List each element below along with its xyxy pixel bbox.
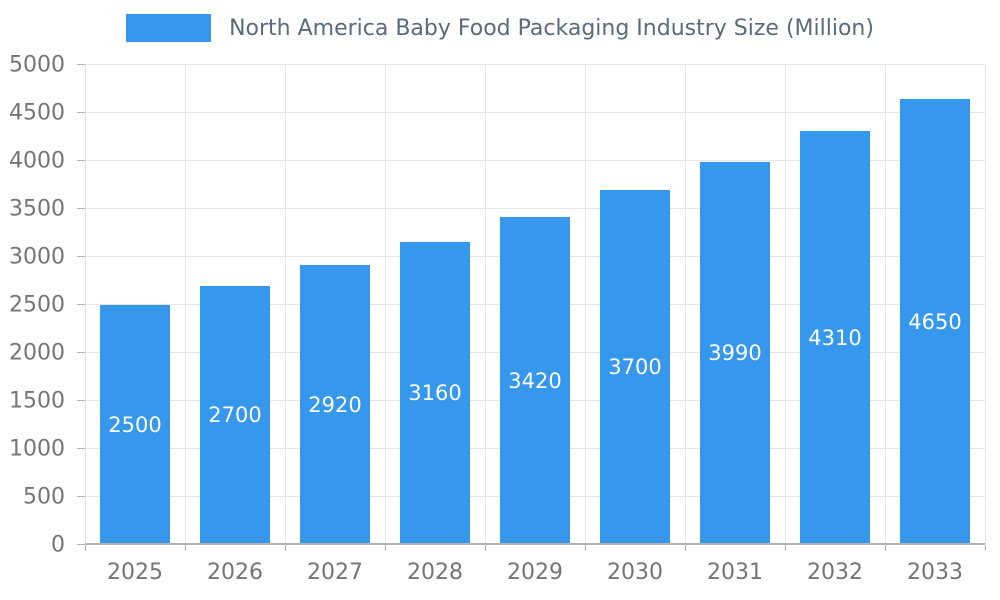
x-tick-mark bbox=[684, 545, 686, 551]
x-tick-label: 2028 bbox=[406, 560, 463, 585]
gridline bbox=[285, 65, 286, 545]
bar: 3160 bbox=[399, 241, 470, 545]
plot-area: 2500 2700 2920 3160 3420 3700 3990 4310 4650 bbox=[85, 64, 986, 545]
y-tick-label: 4500 bbox=[9, 100, 65, 126]
bar-slot: 3420 bbox=[485, 65, 585, 545]
gridline bbox=[585, 65, 586, 545]
x-tick-label: 2033 bbox=[907, 560, 963, 585]
bar-value-label: 4650 bbox=[908, 309, 962, 334]
bar-slot: 4650 bbox=[885, 65, 985, 545]
bar: 2700 bbox=[200, 285, 270, 545]
y-tick-mark bbox=[77, 400, 85, 401]
y-tick-mark bbox=[77, 304, 85, 305]
y-tick-label: 1500 bbox=[9, 388, 65, 414]
y-tick-mark bbox=[77, 544, 85, 545]
y-tick-mark bbox=[77, 256, 85, 257]
bar-value-label: 3990 bbox=[708, 341, 762, 366]
y-tick-label: 3500 bbox=[9, 196, 65, 222]
x-tick-label: 2025 bbox=[107, 560, 163, 585]
legend[interactable]: North America Baby Food Packaging Indust… bbox=[0, 14, 1000, 42]
x-tick-mark bbox=[785, 545, 786, 551]
y-tick-mark bbox=[77, 208, 85, 209]
y-tick-label: 1000 bbox=[9, 436, 65, 462]
x-tick-mark bbox=[285, 545, 286, 551]
x-tick-mark bbox=[185, 545, 186, 551]
x-tick-label: 2030 bbox=[607, 560, 663, 585]
x-axis-line bbox=[85, 543, 985, 545]
y-tick-mark bbox=[77, 496, 85, 497]
y-tick-mark bbox=[77, 352, 85, 353]
x-tick-mark bbox=[985, 545, 986, 551]
bar: 2500 bbox=[100, 305, 170, 545]
x-tick-mark bbox=[585, 545, 586, 551]
y-tick-label: 3000 bbox=[9, 244, 65, 270]
gridline bbox=[85, 64, 985, 65]
gridline bbox=[985, 65, 986, 545]
y-tick-mark bbox=[77, 160, 85, 161]
y-tick-label: 5000 bbox=[9, 52, 65, 78]
gridline bbox=[185, 65, 186, 545]
x-tick-mark bbox=[485, 545, 486, 551]
gridline bbox=[384, 65, 386, 545]
x-tick-label: 2029 bbox=[507, 560, 563, 585]
gridline bbox=[85, 160, 985, 161]
bar-value-label: 3160 bbox=[408, 381, 462, 406]
bar-value-label: 3700 bbox=[608, 355, 662, 380]
bar: 3420 bbox=[500, 216, 570, 545]
legend-label: North America Baby Food Packaging Indust… bbox=[229, 15, 874, 41]
bar-value-label: 4310 bbox=[808, 326, 862, 351]
y-tick-label: 500 bbox=[23, 484, 65, 510]
bar: 4650 bbox=[900, 98, 970, 545]
x-tick-label: 2031 bbox=[706, 560, 763, 585]
x-tick-label: 2027 bbox=[307, 560, 363, 585]
gridline bbox=[785, 65, 786, 545]
gridline bbox=[85, 208, 985, 209]
bar-value-label: 2920 bbox=[308, 392, 362, 417]
y-tick-mark bbox=[77, 448, 85, 449]
gridline bbox=[885, 65, 886, 545]
y-tick-mark bbox=[77, 64, 85, 65]
bar: 3990 bbox=[699, 161, 770, 545]
bar-slot: 4310 bbox=[785, 65, 885, 545]
y-tick-label: 2500 bbox=[9, 292, 65, 318]
x-tick-mark bbox=[384, 545, 386, 551]
bar: 3700 bbox=[600, 189, 670, 545]
x-tick-mark bbox=[85, 545, 86, 551]
legend-swatch-icon[interactable] bbox=[126, 14, 212, 42]
x-tick-mark bbox=[885, 545, 886, 551]
x-tick-label: 2032 bbox=[807, 560, 863, 585]
gridline bbox=[485, 65, 486, 545]
bar-value-label: 3420 bbox=[508, 368, 562, 393]
y-tick-label: 4000 bbox=[9, 148, 65, 174]
gridline bbox=[85, 112, 985, 113]
gridline bbox=[85, 65, 86, 545]
bar: 2920 bbox=[300, 264, 370, 545]
y-tick-label: 2000 bbox=[9, 340, 65, 366]
bar-slot: 3700 bbox=[585, 65, 685, 545]
bar: 4310 bbox=[800, 131, 870, 545]
bar-slot: 2700 bbox=[185, 65, 285, 545]
x-tick-label: 2026 bbox=[207, 560, 263, 585]
bar-slot: 3990 bbox=[685, 65, 785, 545]
bar-value-label: 2500 bbox=[108, 413, 162, 437]
y-tick-mark bbox=[77, 112, 85, 113]
bar-slot: 2920 bbox=[285, 65, 385, 545]
bar-slot: 2500 bbox=[85, 65, 185, 545]
y-axis: 0 500 1000 1500 2000 2500 3000 3500 4000 4500 5000 bbox=[0, 53, 85, 558]
y-tick-label: 0 bbox=[51, 532, 65, 558]
x-axis: 2025 2026 2027 2028 2029 2030 2031 2032 2033 bbox=[85, 545, 986, 600]
gridline bbox=[684, 65, 686, 545]
bar-value-label: 2700 bbox=[208, 403, 262, 428]
bar-slot: 3160 bbox=[385, 65, 485, 545]
